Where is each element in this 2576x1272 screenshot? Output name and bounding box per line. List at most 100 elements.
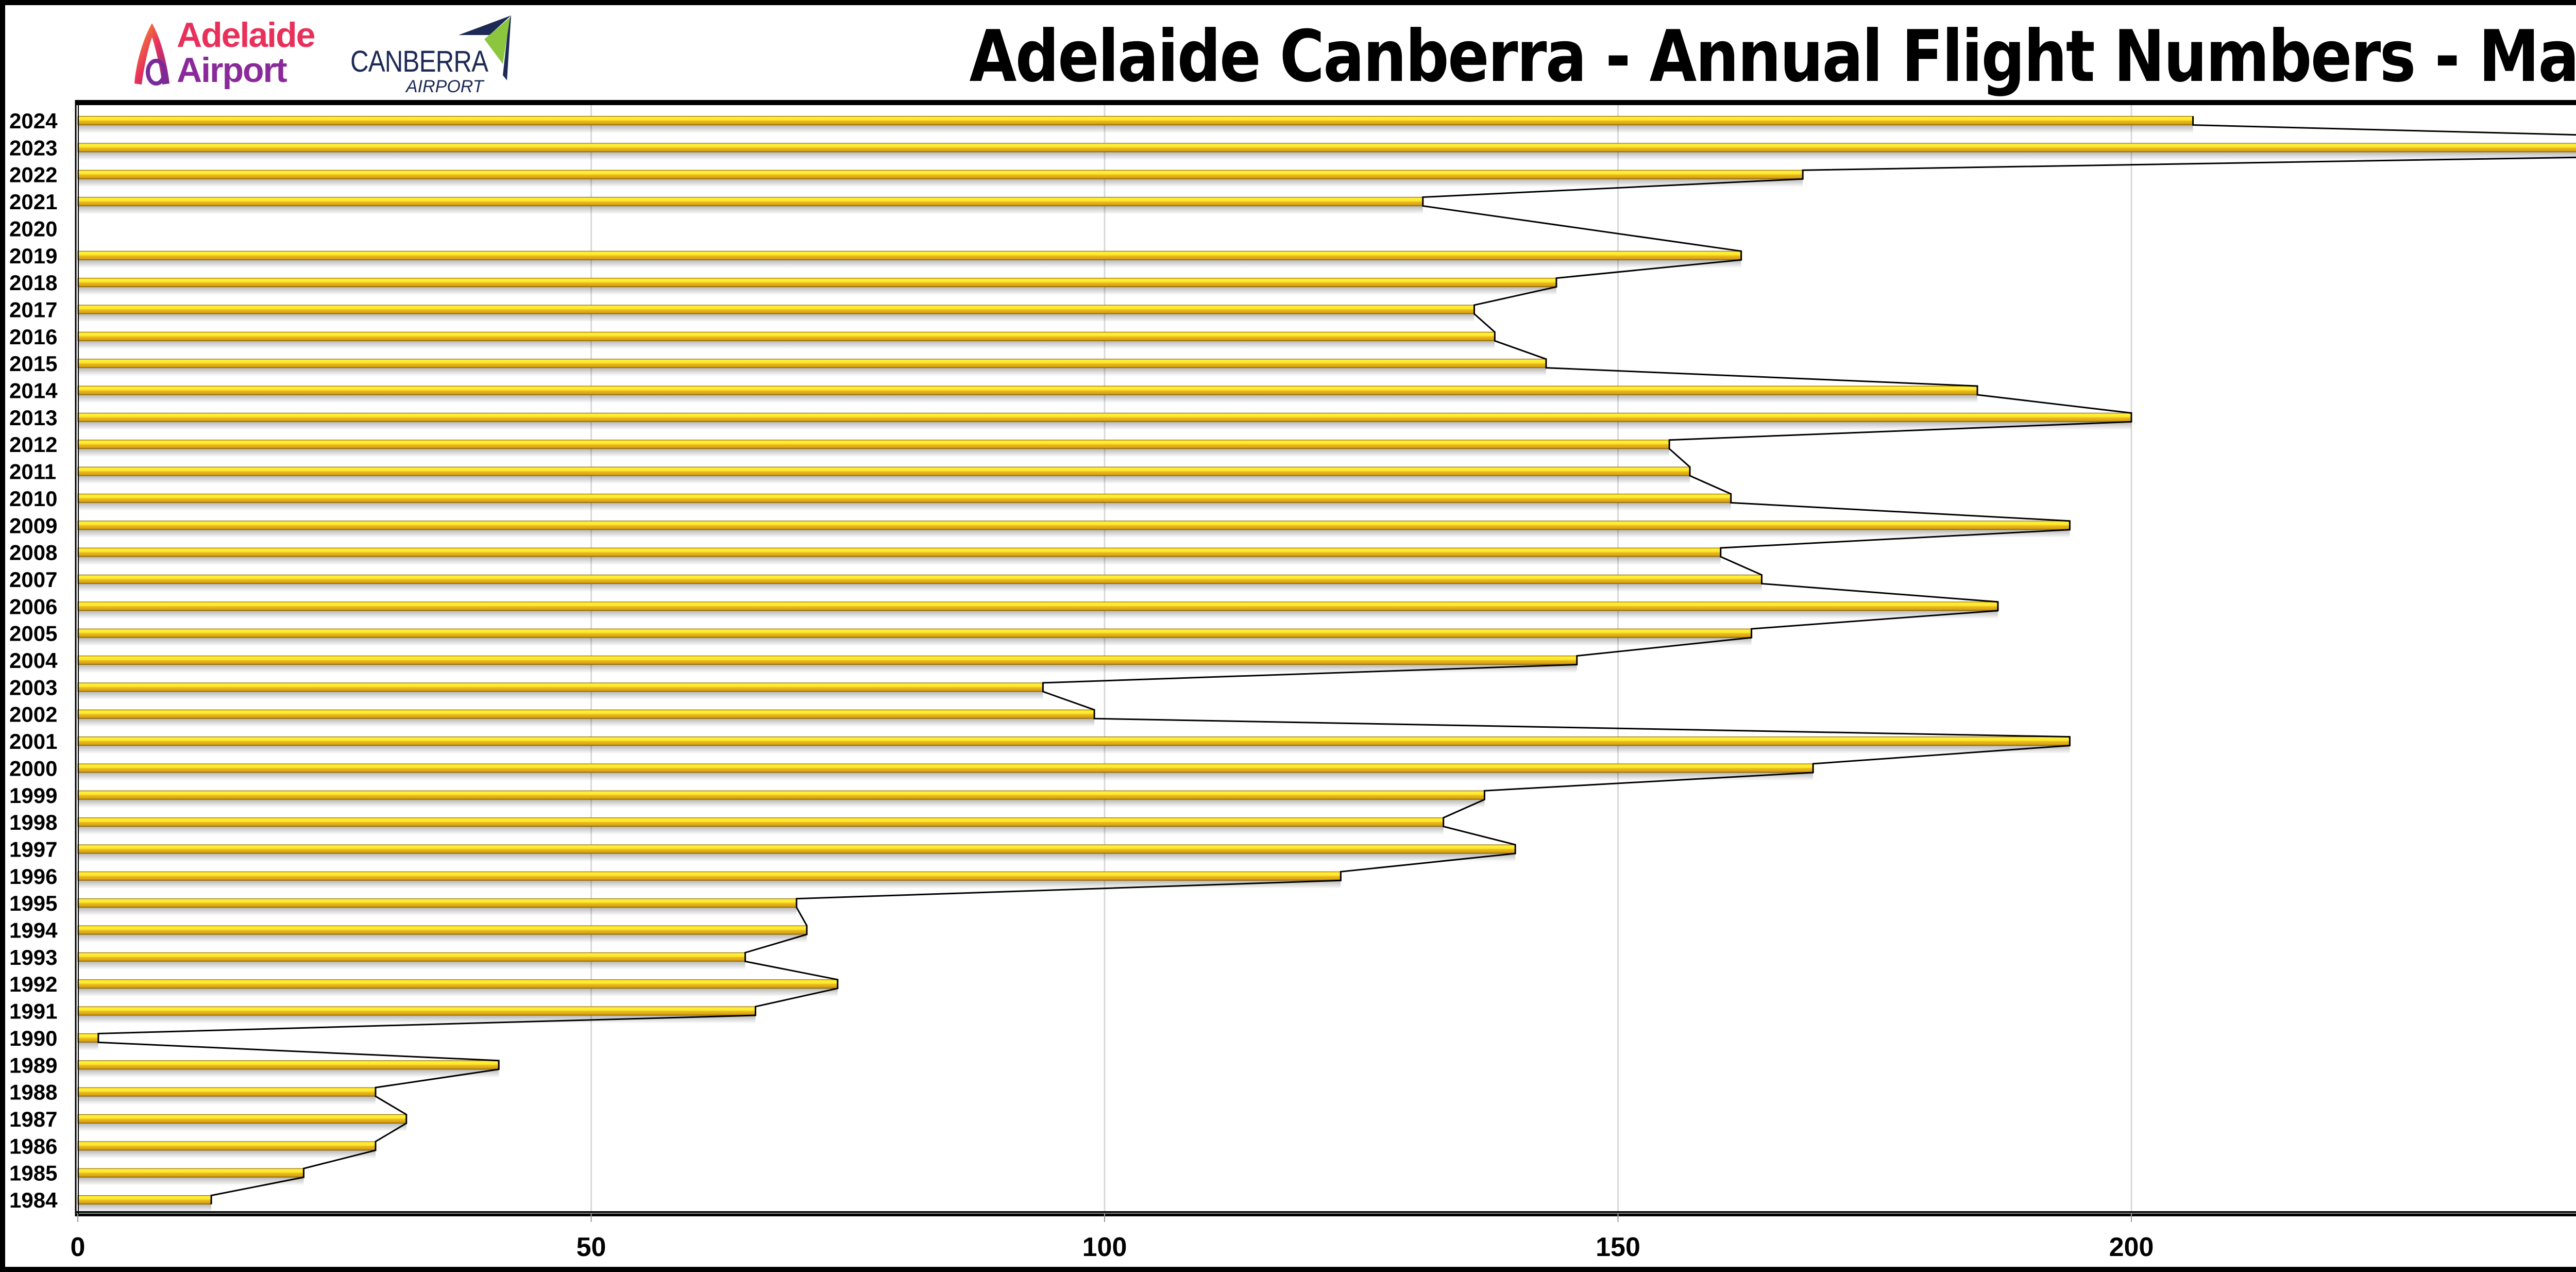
y-label-2015: 2015 (9, 352, 57, 376)
bar-2018 (77, 278, 1557, 288)
y-label-2017: 2017 (9, 297, 57, 322)
y-label-2005: 2005 (9, 622, 57, 646)
y-label-1989: 1989 (9, 1053, 57, 1077)
canberra-arrow-mark-icon (459, 15, 511, 80)
bar-2022 (77, 170, 1803, 179)
y-label-2001: 2001 (9, 729, 57, 754)
y-label-1987: 1987 (9, 1107, 57, 1131)
bar-2007 (77, 574, 1762, 584)
bar-2021 (77, 197, 1423, 207)
bar-1987 (77, 1114, 407, 1124)
adelaide-a-mark-icon (134, 23, 170, 86)
adelaide-airport-logo: Adelaide Airport (131, 15, 327, 93)
bar-shadow (78, 422, 2131, 430)
canberra-airport-logo: CANBERRA AIRPORT (350, 10, 515, 98)
bar-shadow (78, 179, 1803, 188)
bar-shadow (78, 367, 1546, 376)
y-label-2000: 2000 (9, 756, 57, 780)
bar-shadow (78, 1177, 304, 1186)
bar-shadow (78, 610, 1998, 619)
bar-1986 (77, 1141, 376, 1151)
y-label-1993: 1993 (9, 945, 57, 969)
bar-2001 (77, 737, 2070, 746)
y-label-2013: 2013 (9, 406, 57, 430)
y-label-2007: 2007 (9, 567, 57, 592)
bar-1988 (77, 1087, 376, 1097)
bar-shadow (78, 907, 797, 916)
bar-2015 (77, 359, 1547, 369)
bar-shadow (78, 718, 1095, 727)
trend-line (97, 116, 2576, 1204)
bar-2003 (77, 682, 1043, 692)
y-label-2008: 2008 (9, 541, 57, 565)
y-label-1996: 1996 (9, 864, 57, 889)
plot-frame (75, 100, 2576, 1222)
y-label-1991: 1991 (9, 999, 57, 1024)
bar-2023 (77, 143, 2576, 153)
x-tick-label: 100 (1082, 1232, 1127, 1262)
y-label-1990: 1990 (9, 1026, 57, 1050)
y-label-1984: 1984 (9, 1188, 58, 1212)
bar-1984 (77, 1195, 212, 1204)
y-label-1995: 1995 (9, 891, 57, 915)
bar-shadow (78, 125, 2193, 133)
bar-2024 (77, 116, 2194, 125)
bar-shadow (78, 988, 838, 997)
bar-shadow (78, 880, 1341, 889)
y-label-1998: 1998 (9, 810, 57, 834)
bars (77, 116, 2576, 1213)
bar-shadow (78, 638, 1752, 646)
y-label-2006: 2006 (9, 594, 57, 618)
y-label-2019: 2019 (9, 244, 57, 268)
y-label-2014: 2014 (9, 379, 58, 403)
bar-1990 (77, 1033, 99, 1043)
bar-shadow (78, 313, 1475, 322)
x-tick-label: 200 (2109, 1232, 2154, 1262)
y-label-2009: 2009 (9, 513, 57, 538)
canberra-logo-line1: CANBERRA (350, 45, 488, 78)
bar-2004 (77, 656, 1578, 665)
bar-shadow (78, 853, 1516, 862)
bar-2016 (77, 331, 1495, 341)
y-label-2022: 2022 (9, 163, 57, 187)
x-axis-labels: 050100150200250300 (71, 1232, 2154, 1262)
bar-1997 (77, 844, 1516, 854)
y-label-1997: 1997 (9, 837, 57, 861)
bar-shadow (78, 826, 1444, 835)
bar-2009 (77, 521, 2070, 530)
y-label-2023: 2023 (9, 136, 57, 160)
bar-shadow (78, 583, 1762, 592)
y-label-2024: 2024 (9, 109, 58, 133)
bar-2002 (77, 709, 1095, 719)
x-tick-label: 0 (71, 1232, 86, 1262)
bar-2006 (77, 601, 1998, 611)
y-label-1986: 1986 (9, 1134, 57, 1158)
bar-2008 (77, 547, 1721, 557)
y-label-1992: 1992 (9, 972, 57, 996)
y-label-2018: 2018 (9, 271, 57, 295)
bar-2011 (77, 466, 1690, 476)
bar-1993 (77, 952, 745, 962)
y-label-1999: 1999 (9, 783, 57, 808)
x-tick-label: 50 (577, 1232, 606, 1262)
bar-shadow (78, 448, 1670, 457)
bar-shadow (78, 1042, 98, 1051)
bar-shadow (78, 152, 2576, 160)
bar-1996 (77, 871, 1341, 881)
bar-2014 (77, 386, 1978, 395)
bar-shadow (78, 341, 1495, 349)
bar-1998 (77, 817, 1444, 827)
page-title: Adelaide Canberra - Annual Flight Number… (969, 15, 2576, 98)
y-label-2012: 2012 (9, 432, 57, 457)
bar-shadow (78, 1096, 376, 1105)
bar-shadow (78, 1150, 376, 1159)
bar-shadow (78, 664, 1577, 673)
bar-2012 (77, 440, 1670, 449)
bar-shadow (78, 934, 807, 943)
bar-2005 (77, 628, 1752, 638)
y-label-2016: 2016 (9, 325, 57, 349)
y-label-2010: 2010 (9, 487, 57, 511)
bar-shadow (78, 772, 1814, 781)
